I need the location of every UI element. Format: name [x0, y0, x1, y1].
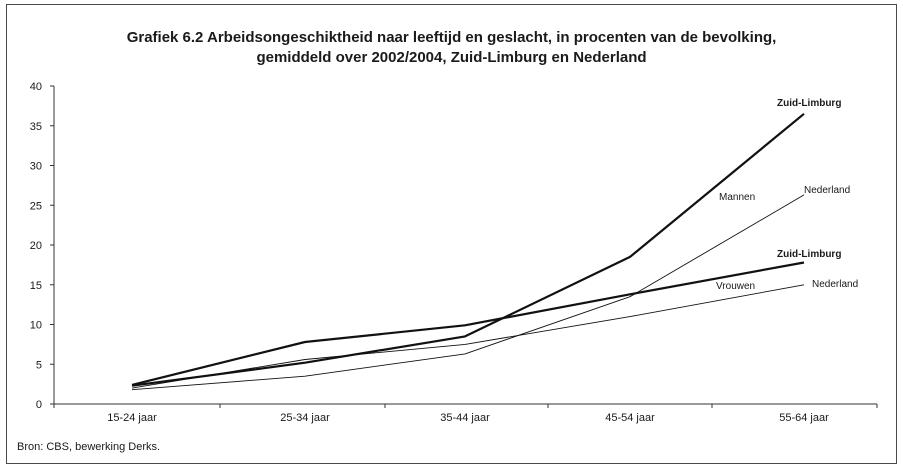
- y-tick-label: 5: [36, 359, 42, 371]
- label-nederland-mannen: Nederland: [804, 185, 850, 196]
- x-tick-label: 35-44 jaar: [440, 412, 490, 424]
- x-tick-label: 25-34 jaar: [280, 412, 330, 424]
- y-tick-label: 15: [30, 280, 42, 292]
- chart-title-line-2: gemiddeld over 2002/2004, Zuid-Limburg e…: [256, 49, 647, 66]
- label-vrouwen: Vrouwen: [716, 281, 755, 292]
- source-note: Bron: CBS, bewerking Derks.: [17, 441, 161, 453]
- y-axis-ticks: 0 5 10 15 20 25 30 35 40: [30, 81, 54, 411]
- y-tick-label: 0: [36, 399, 42, 411]
- series-line-nederland-mannen: [131, 194, 805, 391]
- y-tick-label: 35: [30, 121, 42, 133]
- label-nederland-vrouwen: Nederland: [812, 279, 858, 290]
- label-mannen: Mannen: [719, 192, 755, 203]
- x-tick-label: 55-64 jaar: [779, 412, 829, 424]
- series-line-zuid-limburg-mannen: [131, 112, 805, 387]
- x-axis-ticks: 15-24 jaar 25-34 jaar 35-44 jaar 45-54 jaar…: [53, 404, 878, 424]
- x-tick-label: 15-24 jaar: [107, 412, 157, 424]
- series-line-nederland-vrouwen: [131, 284, 805, 389]
- label-zuid-limburg-mannen: Zuid-Limburg: [777, 98, 841, 109]
- series-line-zuid-limburg-vrouwen: [131, 261, 805, 386]
- series-layer: [131, 112, 805, 391]
- y-tick-label: 20: [30, 240, 42, 252]
- x-tick-label: 45-54 jaar: [605, 412, 655, 424]
- y-tick-label: 40: [30, 81, 42, 93]
- chart-title: Grafiek 6.2 Arbeidsongeschiktheid naar l…: [0, 28, 903, 68]
- y-tick-label: 30: [30, 161, 42, 173]
- y-tick-label: 25: [30, 200, 42, 212]
- label-zuid-limburg-vrouwen: Zuid-Limburg: [777, 249, 841, 260]
- y-tick-label: 10: [30, 320, 42, 332]
- chart-frame: [6, 4, 897, 464]
- chart-title-line-1: Grafiek 6.2 Arbeidsongeschiktheid naar l…: [126, 29, 777, 46]
